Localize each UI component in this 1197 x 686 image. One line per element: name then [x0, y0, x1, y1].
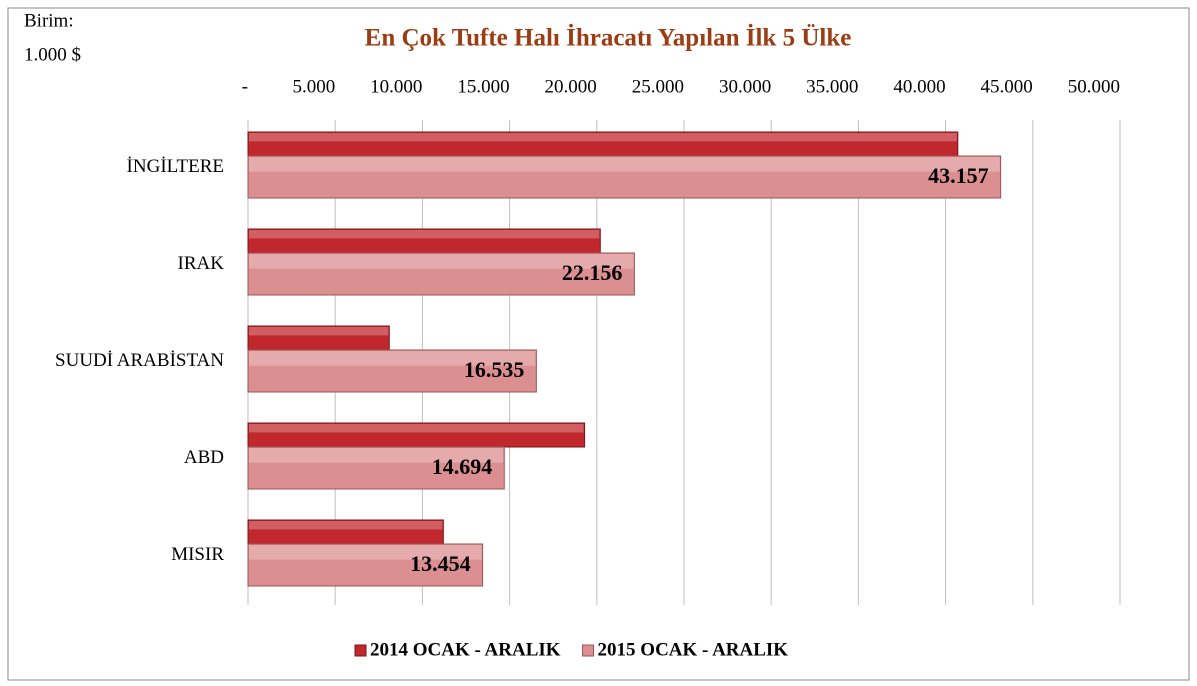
x-tick-label: 30.000	[719, 76, 771, 97]
x-tick-label: 50.000	[1068, 76, 1120, 97]
legend-swatch	[582, 644, 595, 657]
bar	[247, 131, 959, 157]
x-tick-label: 25.000	[632, 76, 684, 97]
data-label: 13.454	[410, 551, 471, 576]
unit-note: Birim:	[24, 10, 74, 31]
bar	[247, 155, 1002, 199]
bar	[247, 325, 390, 351]
chart-border	[7, 7, 1190, 681]
bar	[247, 519, 444, 545]
x-tick-label: 45.000	[981, 76, 1033, 97]
chart-title: En Çok Tufte Halı İhracatı Yapılan İlk 5…	[365, 24, 852, 52]
unit-note: 1.000 $	[24, 44, 81, 65]
bar-highlight	[249, 327, 389, 336]
bar	[247, 446, 505, 490]
bar-highlight	[249, 157, 1000, 172]
x-tick-label: 40.000	[893, 76, 945, 97]
data-label: 43.157	[928, 163, 989, 188]
bar-highlight	[249, 254, 634, 269]
x-tick-label: 5.000	[292, 76, 335, 97]
bar	[247, 252, 635, 296]
bar-highlight	[249, 448, 504, 463]
x-tick-label: 10.000	[370, 76, 422, 97]
bar-highlight	[249, 521, 443, 530]
x-tick-label: 15.000	[457, 76, 509, 97]
bar-highlight	[249, 545, 482, 560]
y-tick-label: İNGİLTERE	[127, 156, 224, 177]
y-tick-label: SUUDİ ARABİSTAN	[55, 350, 224, 371]
bar	[247, 349, 537, 393]
data-label: 16.535	[464, 357, 525, 382]
bar-highlight	[249, 133, 957, 142]
bar-highlight	[249, 424, 584, 433]
bar	[247, 543, 484, 587]
bar-highlight	[249, 351, 536, 366]
y-tick-label: IRAK	[178, 253, 225, 274]
x-tick-label: 35.000	[806, 76, 858, 97]
legend-swatch	[354, 644, 367, 657]
y-tick-label: MISIR	[171, 544, 224, 565]
x-tick-label: -	[242, 76, 248, 97]
bar	[247, 228, 601, 254]
bar-highlight	[249, 230, 600, 239]
x-tick-label: 20.000	[545, 76, 597, 97]
legend-label: 2014 OCAK - ARALIK	[370, 639, 561, 660]
y-tick-label: ABD	[184, 447, 224, 468]
data-label: 14.694	[432, 454, 493, 479]
data-label: 22.156	[562, 260, 623, 285]
legend-label: 2015 OCAK - ARALIK	[598, 639, 789, 660]
